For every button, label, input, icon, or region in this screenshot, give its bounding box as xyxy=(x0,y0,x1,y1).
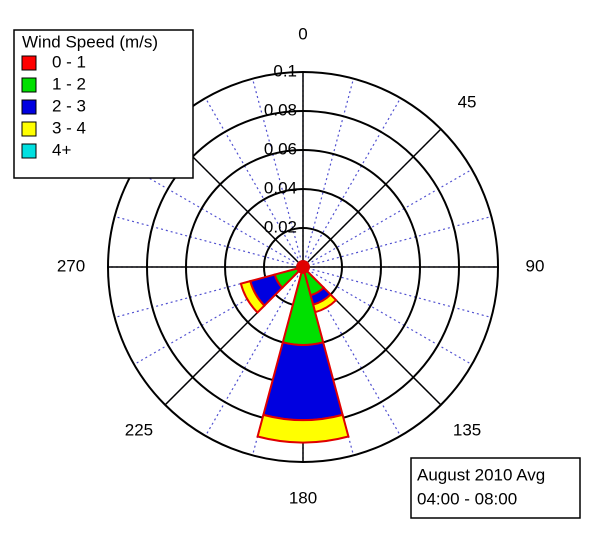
r-tick-label: 0.06 xyxy=(264,139,297,158)
r-tick-label: 0.08 xyxy=(264,100,297,119)
angle-tick-label: 90 xyxy=(526,256,545,275)
legend-label: 1 - 2 xyxy=(52,74,86,93)
legend-swatch xyxy=(21,143,37,159)
spoke xyxy=(302,97,402,268)
legend-label: 0 - 1 xyxy=(52,52,86,71)
wedge-segment xyxy=(256,413,350,444)
annotation-box xyxy=(410,457,581,519)
legend-box xyxy=(13,29,194,179)
angle-tick-label: 45 xyxy=(458,92,477,111)
spoke xyxy=(302,266,492,319)
angle-tick-label: 225 xyxy=(125,421,153,440)
spoke xyxy=(302,78,355,268)
grid-ring xyxy=(107,71,499,463)
r-tick-label: 0.02 xyxy=(264,217,297,236)
legend-swatch xyxy=(21,99,37,115)
spoke xyxy=(302,266,473,366)
wedge-segment xyxy=(239,279,266,314)
annotation: 04:00 - 08:00 xyxy=(417,489,517,508)
legend: 0 - 1 1 - 2 2 - 3 3 - 4 4+ xyxy=(21,52,86,159)
wedge-segment xyxy=(297,260,305,271)
legend-label: 2 - 3 xyxy=(52,96,86,115)
legend-swatch xyxy=(21,121,37,137)
marks xyxy=(239,260,350,444)
labels: 0.02 0.04 0.06 0.08 0.10 45 90 135 180 225 270 xyxy=(57,24,545,507)
legend-title: Wind Speed (m/s) xyxy=(22,32,158,51)
angle-tick-label: 180 xyxy=(289,488,317,507)
spoke xyxy=(302,168,473,268)
legend-label: 4+ xyxy=(52,140,71,159)
legend-swatch xyxy=(21,77,37,93)
annotation: August 2010 Avg xyxy=(417,465,545,484)
angle-tick-label: 0 xyxy=(298,24,307,43)
spoke xyxy=(302,215,492,268)
legend-label: 3 - 4 xyxy=(52,118,86,137)
axis-line xyxy=(302,128,442,268)
r-tick-label: 0.1 xyxy=(273,61,297,80)
angle-tick-label: 270 xyxy=(57,256,85,275)
r-tick-label: 0.04 xyxy=(264,178,297,197)
legend-swatch xyxy=(21,55,37,71)
wedge-segment xyxy=(262,341,344,422)
angle-tick-label: 135 xyxy=(453,421,481,440)
